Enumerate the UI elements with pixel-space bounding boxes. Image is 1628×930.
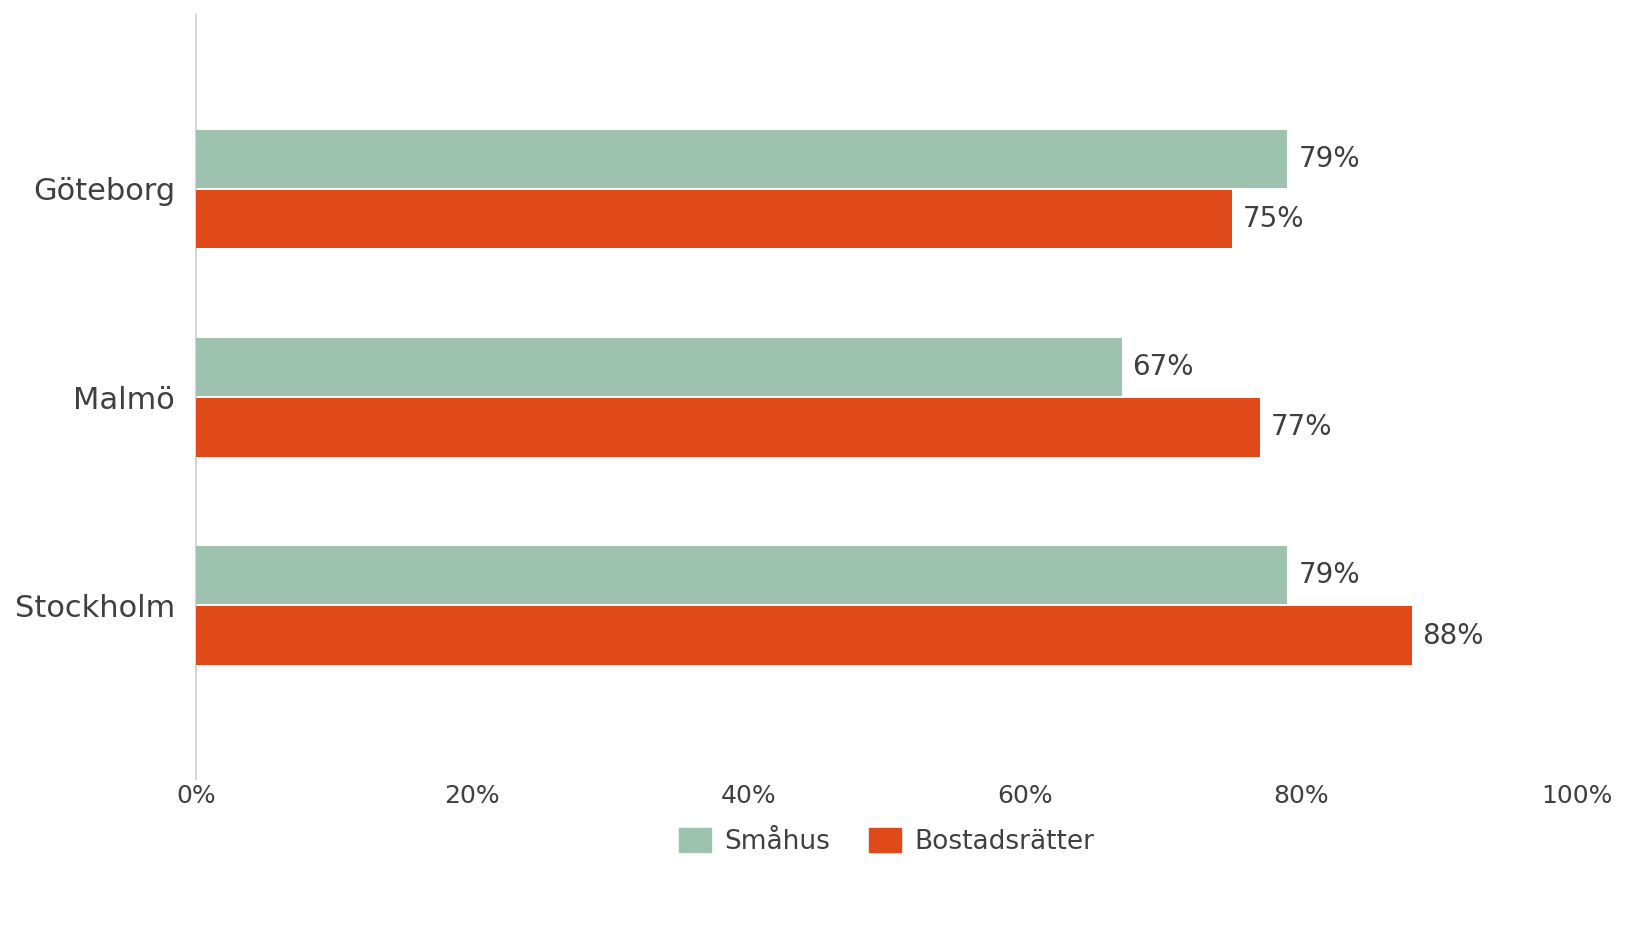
Text: 79%: 79% — [1298, 561, 1359, 590]
Bar — [195, 398, 1260, 457]
Bar — [195, 546, 1288, 604]
Text: 79%: 79% — [1298, 145, 1359, 173]
Bar — [195, 190, 1232, 248]
Legend: Småhus, Bostadsrätter: Småhus, Bostadsrätter — [669, 817, 1105, 866]
Text: 75%: 75% — [1244, 206, 1304, 233]
Text: 67%: 67% — [1133, 353, 1193, 381]
Bar — [195, 338, 1122, 396]
Text: 88%: 88% — [1423, 621, 1485, 649]
Bar — [195, 606, 1411, 665]
Bar — [195, 129, 1288, 188]
Text: 77%: 77% — [1271, 413, 1332, 442]
